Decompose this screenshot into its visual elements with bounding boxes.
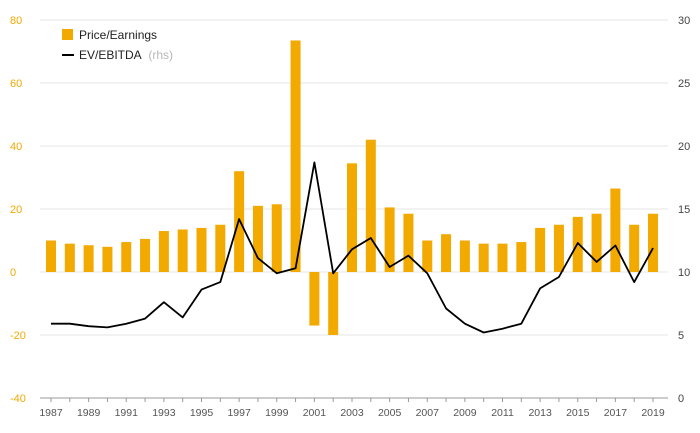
bar-pe xyxy=(177,229,188,272)
legend-label-pe: Price/Earnings xyxy=(79,28,157,42)
bar-pe xyxy=(64,243,75,272)
x-tick-label: 1999 xyxy=(265,407,289,419)
bar-pe xyxy=(290,40,301,272)
bar-pe xyxy=(535,227,546,272)
bar-pe xyxy=(516,242,527,272)
ev-ebitda-line-layer xyxy=(51,161,654,334)
x-tick-label: 2005 xyxy=(378,407,402,419)
bar-pe xyxy=(309,272,320,326)
bar-pe xyxy=(102,246,113,272)
y-left-tick-label: 20 xyxy=(10,204,22,216)
x-tick-label: 2009 xyxy=(453,407,477,419)
x-tick-label: 1997 xyxy=(227,407,251,419)
bar-pe xyxy=(347,163,357,272)
bar-pe xyxy=(252,205,263,272)
left-axis-ticks: 80 60 40 20 0 -20 -40 xyxy=(10,15,26,405)
legend-swatch-pe xyxy=(62,29,73,40)
x-tick-label: 2015 xyxy=(566,407,590,419)
y-left-tick-label: 80 xyxy=(10,15,22,27)
bar-pe xyxy=(629,224,640,272)
x-tick-label: 2013 xyxy=(528,407,552,419)
bar-pe xyxy=(459,240,470,272)
y-right-tick-label: 5 xyxy=(678,330,684,342)
x-tick-label: 2001 xyxy=(303,407,327,419)
x-tick-label: 1991 xyxy=(115,407,139,419)
pe-bars xyxy=(46,40,658,335)
y-right-tick-label: 25 xyxy=(678,78,690,90)
legend-label-ev: EV/EBITDA xyxy=(79,48,142,62)
bar-pe xyxy=(158,231,169,272)
bar-pe xyxy=(196,227,207,272)
x-tick-label: 2011 xyxy=(491,407,514,419)
bar-pe xyxy=(384,207,395,272)
bar-pe xyxy=(328,272,339,335)
bar-pe xyxy=(478,243,489,272)
legend-label-ev-rhs: (rhs) xyxy=(148,48,173,62)
bar-pe xyxy=(46,240,56,272)
x-tick-label: 1989 xyxy=(77,407,101,419)
y-right-tick-label: 20 xyxy=(678,141,690,153)
x-tick-label: 1993 xyxy=(152,407,176,419)
bar-pe xyxy=(553,224,564,272)
ev-ebitda-line xyxy=(51,161,654,334)
bar-pe xyxy=(271,204,282,272)
bar-pe xyxy=(403,213,414,272)
y-left-tick-label: -40 xyxy=(10,393,26,405)
x-tick-label: 2007 xyxy=(416,407,440,419)
x-tick-label: 1995 xyxy=(190,407,214,419)
bar-pe xyxy=(648,213,658,272)
y-right-tick-label: 15 xyxy=(678,204,690,216)
bar-pe xyxy=(121,242,132,272)
y-left-tick-label: 60 xyxy=(10,78,22,90)
right-axis-ticks: 30 25 20 15 10 5 0 xyxy=(678,15,690,405)
bar-pe xyxy=(610,188,621,272)
y-right-tick-label: 30 xyxy=(678,15,690,27)
x-tick-label: 2019 xyxy=(641,407,665,419)
bar-pe xyxy=(422,240,433,272)
bar-pe xyxy=(497,243,508,272)
bar-pe xyxy=(365,139,376,272)
bar-pe xyxy=(591,213,602,272)
bar-pe xyxy=(215,224,226,272)
bar-pe xyxy=(140,238,151,272)
bar-pe xyxy=(441,234,452,272)
x-tick-label: 1987 xyxy=(39,407,63,419)
y-right-tick-label: 0 xyxy=(678,393,684,405)
x-tick-label: 2003 xyxy=(340,407,364,419)
y-right-tick-label: 10 xyxy=(678,267,690,279)
x-tick-label: 2017 xyxy=(604,407,628,419)
y-left-tick-label: -20 xyxy=(10,330,26,342)
y-left-tick-label: 0 xyxy=(10,267,16,279)
bar-pe xyxy=(83,245,94,272)
legend-label-ev-group: EV/EBITDA (rhs) xyxy=(79,48,173,62)
x-axis: 1987 1989 1991 1993 1995 1997 1999 2001 2003 2005… xyxy=(39,397,668,419)
legend: Price/Earnings EV/EBITDA (rhs) xyxy=(62,28,173,62)
y-left-tick-label: 40 xyxy=(10,141,22,153)
